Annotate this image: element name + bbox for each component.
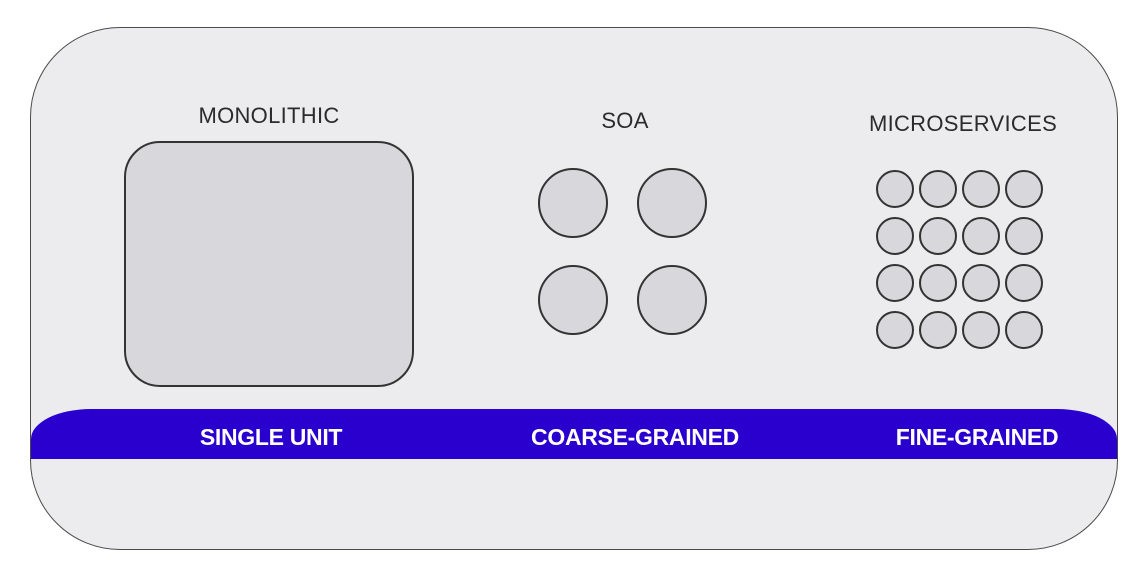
microservice-circle: [876, 170, 914, 208]
microservice-circle: [1005, 217, 1043, 255]
fine-grained-label: FINE-GRAINED: [895, 424, 1059, 450]
monolithic-unit-block: [124, 141, 414, 387]
microservice-circle: [919, 170, 957, 208]
microservice-circle: [919, 264, 957, 302]
microservice-circle: [962, 264, 1000, 302]
microservice-circle: [876, 264, 914, 302]
microservices-title: MICROSERVICES: [868, 111, 1058, 136]
single-unit-label: SINGLE UNIT: [199, 424, 343, 450]
microservice-circle: [962, 217, 1000, 255]
microservice-circle: [876, 217, 914, 255]
monolithic-title: MONOLITHIC: [198, 103, 340, 128]
microservice-circle: [919, 217, 957, 255]
soa-service-circle: [538, 265, 608, 335]
soa-service-circle: [538, 168, 608, 238]
soa-title: SOA: [601, 108, 649, 133]
microservice-circle: [1005, 311, 1043, 349]
soa-service-circle: [637, 168, 707, 238]
microservice-circle: [919, 311, 957, 349]
microservice-circle: [962, 170, 1000, 208]
microservice-circle: [876, 311, 914, 349]
microservice-circle: [962, 311, 1000, 349]
microservice-circle: [1005, 264, 1043, 302]
microservice-circle: [1005, 170, 1043, 208]
architecture-comparison-panel: MONOLITHIC SOA MICROSERVICES SINGLE UNIT…: [30, 27, 1118, 550]
soa-service-circle: [637, 265, 707, 335]
granularity-band: [31, 409, 1117, 459]
coarse-grained-label: COARSE-GRAINED: [531, 424, 739, 450]
